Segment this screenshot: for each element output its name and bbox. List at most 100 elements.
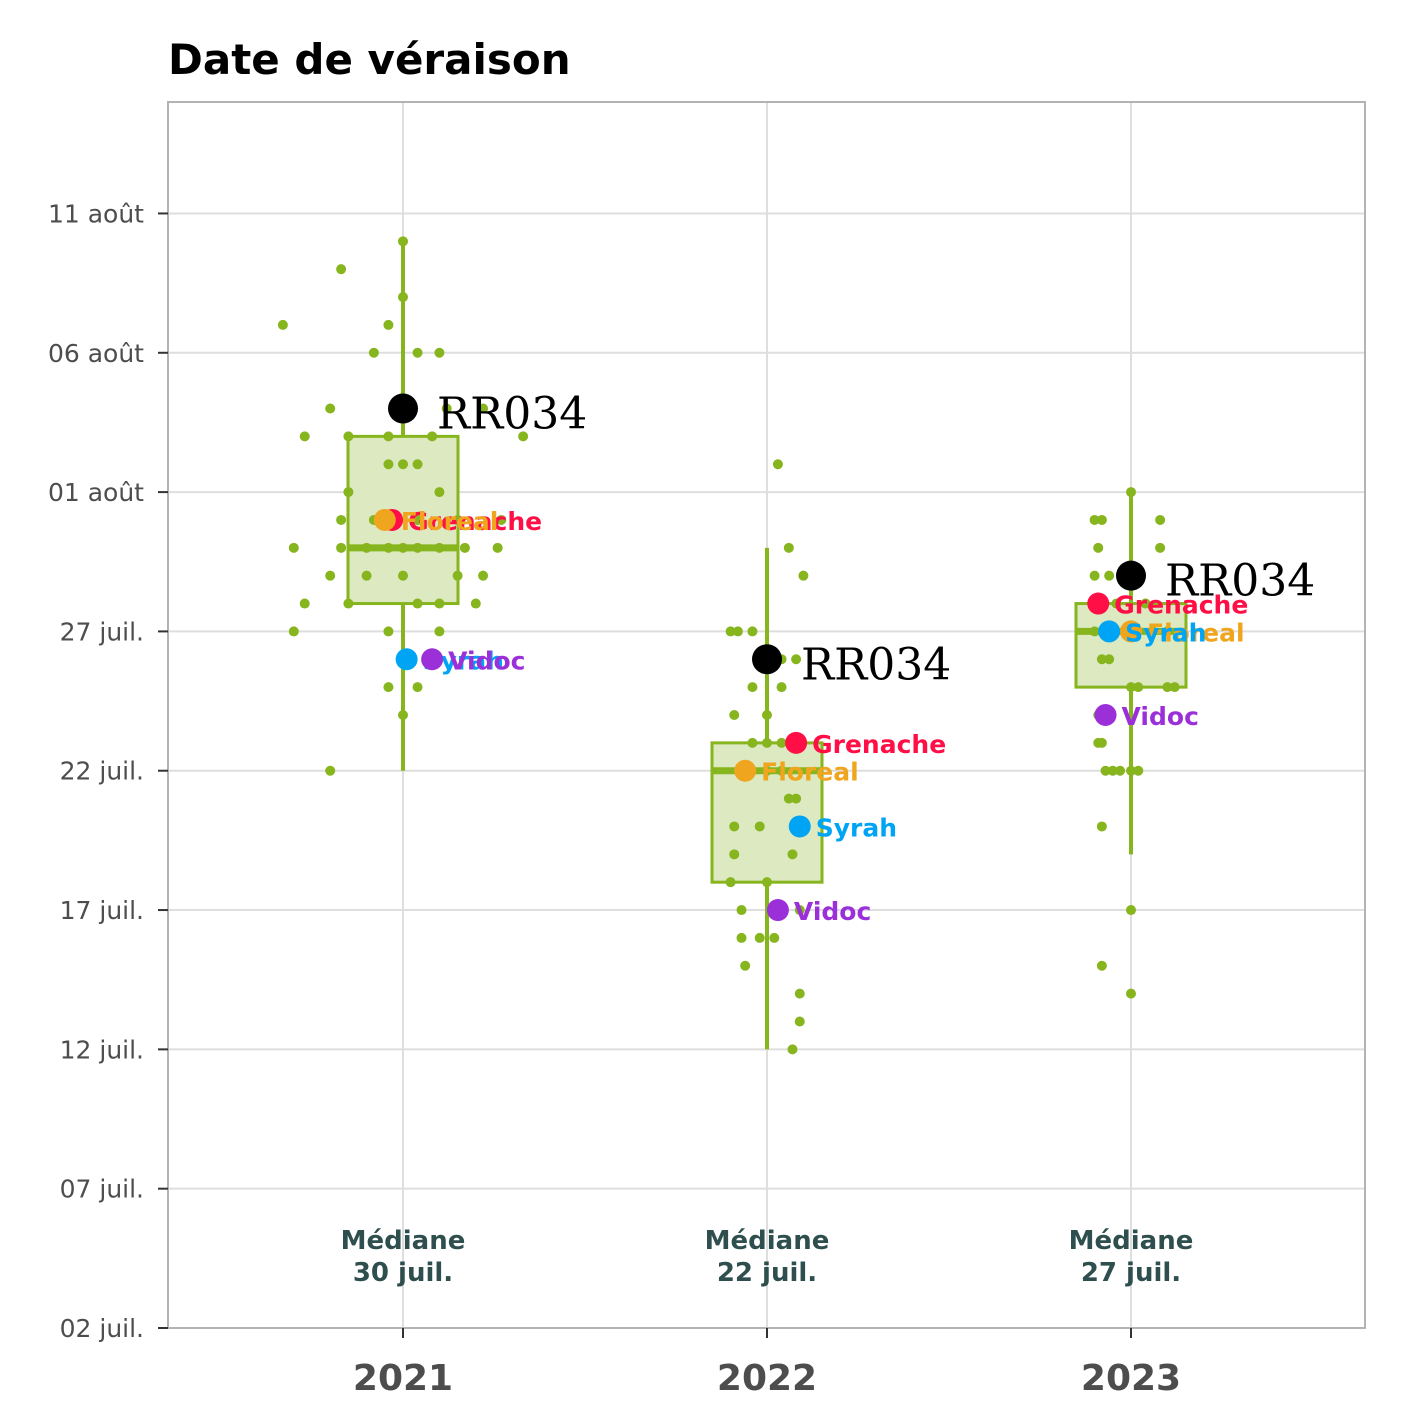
observation-point bbox=[518, 431, 529, 442]
vidoc-point bbox=[421, 648, 444, 671]
observation-point bbox=[1155, 542, 1166, 553]
observation-point bbox=[794, 905, 805, 916]
observation-point bbox=[787, 849, 798, 860]
y-tick-label: 01 août bbox=[48, 478, 144, 507]
grenache-label: Grenache bbox=[812, 730, 946, 759]
observation-point bbox=[1096, 737, 1107, 748]
median-label-line: Médiane bbox=[705, 1226, 830, 1256]
observation-point bbox=[754, 932, 765, 943]
observation-point bbox=[398, 236, 408, 247]
observation-point bbox=[383, 459, 394, 470]
grenache-point bbox=[1087, 592, 1110, 615]
observation-point bbox=[787, 1044, 798, 1055]
observation-point bbox=[288, 626, 299, 637]
floreal-point bbox=[373, 508, 396, 531]
observation-point bbox=[478, 570, 489, 581]
y-axis: 11 août 06 août 01 août 27 juil. 22 juil. 17 … bbox=[48, 199, 168, 1343]
observation-point bbox=[1115, 765, 1126, 776]
observation-point bbox=[776, 765, 787, 776]
observation-point bbox=[762, 877, 772, 888]
median-label-line: Médiane bbox=[341, 1226, 466, 1256]
observation-point bbox=[412, 542, 423, 553]
rr034-label: RR034 bbox=[801, 639, 951, 690]
observation-point bbox=[1126, 765, 1136, 776]
observation-point bbox=[325, 570, 336, 581]
observation-point bbox=[1140, 598, 1151, 609]
observation-point bbox=[1096, 821, 1107, 832]
observation-point bbox=[452, 514, 463, 525]
y-tick-label: 06 août bbox=[48, 339, 144, 368]
observation-point bbox=[496, 514, 507, 525]
observation-point bbox=[299, 598, 310, 609]
observation-point bbox=[441, 403, 452, 414]
observation-point bbox=[383, 431, 394, 442]
observation-point bbox=[725, 877, 736, 888]
observation-point bbox=[412, 682, 423, 693]
observation-point bbox=[1155, 514, 1166, 525]
observation-point bbox=[434, 347, 445, 358]
floreal-point bbox=[1120, 620, 1142, 643]
observation-point bbox=[732, 626, 743, 637]
observation-point bbox=[398, 710, 408, 720]
observation-point bbox=[794, 1016, 805, 1027]
median-label-line: 27 juil. bbox=[1081, 1258, 1181, 1288]
x-tick-label: 2023 bbox=[1081, 1358, 1181, 1399]
y-tick-label: 22 juil. bbox=[60, 757, 144, 786]
observation-point bbox=[398, 570, 408, 581]
observation-point bbox=[776, 682, 787, 693]
observation-point bbox=[1107, 765, 1118, 776]
vidoc-point bbox=[1094, 704, 1117, 726]
observation-point bbox=[343, 598, 354, 609]
median-label: Médiane 22 juil. bbox=[705, 1226, 830, 1288]
observation-point bbox=[412, 514, 423, 525]
rr034-point bbox=[388, 393, 418, 424]
variety-markers: GrenacheGrenacheGrenacheFlorealFlorealFl… bbox=[373, 389, 1315, 926]
median-label: Médiane 27 juil. bbox=[1069, 1226, 1194, 1288]
observation-point bbox=[729, 821, 740, 832]
observation-point bbox=[299, 431, 310, 442]
observation-point bbox=[1133, 765, 1144, 776]
observation-point bbox=[434, 542, 445, 553]
observation-point bbox=[1104, 570, 1115, 581]
box bbox=[1074, 602, 1188, 689]
median-label-line: 22 juil. bbox=[717, 1258, 817, 1288]
observation-point bbox=[1096, 514, 1107, 525]
observation-point bbox=[361, 542, 372, 553]
observation-point bbox=[1089, 514, 1100, 525]
observation-point bbox=[791, 654, 802, 665]
vidoc-label: Vidoc bbox=[1122, 702, 1199, 731]
observation-point bbox=[729, 710, 740, 720]
observation-point bbox=[412, 598, 423, 609]
observation-point bbox=[725, 626, 736, 637]
observation-point bbox=[361, 570, 372, 581]
x-axis: 2021 2022 2023 bbox=[353, 1328, 1181, 1399]
observation-point bbox=[791, 793, 802, 804]
rr034-point bbox=[1116, 560, 1146, 591]
vidoc-label: Vidoc bbox=[448, 646, 525, 675]
observation-point bbox=[398, 542, 408, 553]
observation-point bbox=[798, 570, 809, 581]
median-label-line: 30 juil. bbox=[353, 1258, 453, 1288]
rr034-label: RR034 bbox=[437, 389, 587, 440]
observation-point bbox=[492, 542, 503, 553]
rr034-label: RR034 bbox=[1165, 556, 1315, 607]
observation-point bbox=[434, 487, 445, 498]
syrah-point bbox=[788, 815, 811, 838]
syrah-label: Syrah bbox=[1125, 618, 1206, 647]
observation-point bbox=[434, 626, 445, 637]
observation-point bbox=[398, 459, 408, 470]
observation-point bbox=[783, 793, 794, 804]
observation-point bbox=[754, 821, 765, 832]
chart-title: Date de véraison bbox=[168, 35, 571, 84]
observation-point bbox=[747, 737, 758, 748]
observation-point bbox=[1126, 905, 1136, 916]
observation-point bbox=[772, 459, 783, 470]
median-labels: Médiane 30 juil.Médiane 22 juil.Médiane 27 … bbox=[341, 1226, 1194, 1288]
observation-point bbox=[434, 598, 445, 609]
observation-point bbox=[452, 570, 463, 581]
observation-point bbox=[747, 682, 758, 693]
observation-point bbox=[459, 542, 470, 553]
observation-point bbox=[412, 459, 423, 470]
observation-point bbox=[383, 542, 394, 553]
